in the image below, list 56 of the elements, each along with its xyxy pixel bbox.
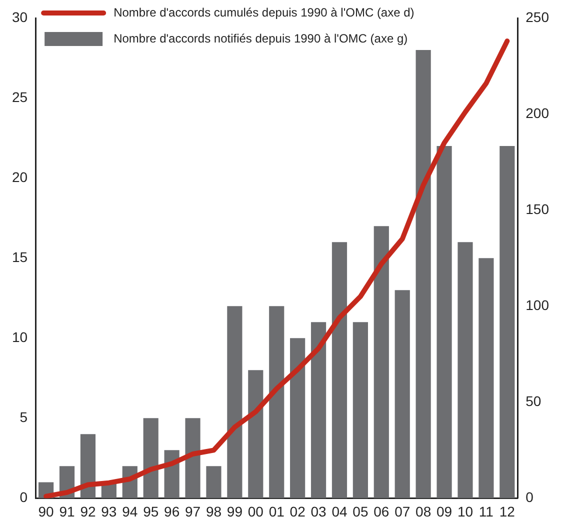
x-tick-label: 92 bbox=[80, 503, 96, 520]
y-tick-label: 15 bbox=[12, 248, 28, 265]
bar bbox=[290, 338, 306, 498]
bar bbox=[332, 242, 348, 498]
bar bbox=[436, 146, 452, 498]
bar bbox=[248, 370, 264, 498]
y-tick-label: 5 bbox=[20, 409, 28, 426]
bar bbox=[500, 146, 515, 498]
x-tick-label: 90 bbox=[38, 503, 54, 520]
x-tick-label: 01 bbox=[268, 503, 285, 520]
y-tick-label: 20 bbox=[12, 168, 28, 185]
bar bbox=[374, 226, 389, 498]
x-tick-label: 02 bbox=[290, 503, 306, 520]
x-tick-label: 99 bbox=[226, 503, 243, 520]
legend-label: Nombre d'accords notifiés depuis 1990 à l'OMC (axe g) bbox=[114, 31, 408, 46]
x-tick-label: 96 bbox=[164, 503, 180, 520]
bar bbox=[352, 322, 368, 498]
x-tick-label: 11 bbox=[478, 503, 494, 520]
y2-tick-label: 100 bbox=[526, 296, 550, 313]
x-tick-label: 04 bbox=[332, 503, 348, 520]
bar bbox=[416, 50, 431, 498]
bar bbox=[394, 290, 410, 498]
x-tick-label: 06 bbox=[374, 503, 390, 520]
x-tick-label: 05 bbox=[352, 503, 368, 520]
bar bbox=[478, 258, 494, 498]
x-tick-label: 97 bbox=[184, 503, 201, 520]
y-tick-label: 10 bbox=[12, 328, 28, 345]
x-tick-label: 03 bbox=[310, 503, 327, 520]
y2-tick-label: 50 bbox=[526, 393, 542, 410]
x-tick-label: 07 bbox=[394, 503, 410, 520]
legend-label: Nombre d'accords cumulés depuis 1990 à l'OMC (axe d) bbox=[114, 5, 414, 20]
x-tick-label: 91 bbox=[59, 503, 76, 520]
bar bbox=[269, 306, 284, 498]
x-tick-label: 95 bbox=[143, 503, 159, 520]
y2-tick-label: 150 bbox=[526, 200, 550, 217]
bar bbox=[458, 242, 473, 498]
x-tick-label: 12 bbox=[499, 503, 516, 520]
bar bbox=[227, 306, 242, 498]
x-tick-label: 98 bbox=[206, 503, 222, 520]
bar bbox=[80, 434, 96, 498]
x-tick-label: 00 bbox=[248, 503, 264, 520]
bar bbox=[310, 322, 326, 498]
x-tick-label: 94 bbox=[122, 503, 138, 520]
x-tick-label: 08 bbox=[416, 503, 432, 520]
bar bbox=[143, 418, 158, 498]
x-tick-label: 10 bbox=[457, 503, 474, 520]
y2-tick-label: 250 bbox=[526, 8, 550, 25]
y2-tick-label: 200 bbox=[526, 104, 550, 121]
y-tick-label: 30 bbox=[12, 8, 28, 25]
y-tick-label: 25 bbox=[12, 88, 28, 105]
y2-tick-label: 0 bbox=[526, 489, 534, 506]
bar bbox=[206, 466, 222, 498]
bar bbox=[185, 418, 200, 498]
x-tick-label: 93 bbox=[101, 503, 117, 520]
x-tick-label: 09 bbox=[436, 503, 452, 520]
y-tick-label: 0 bbox=[20, 489, 28, 506]
